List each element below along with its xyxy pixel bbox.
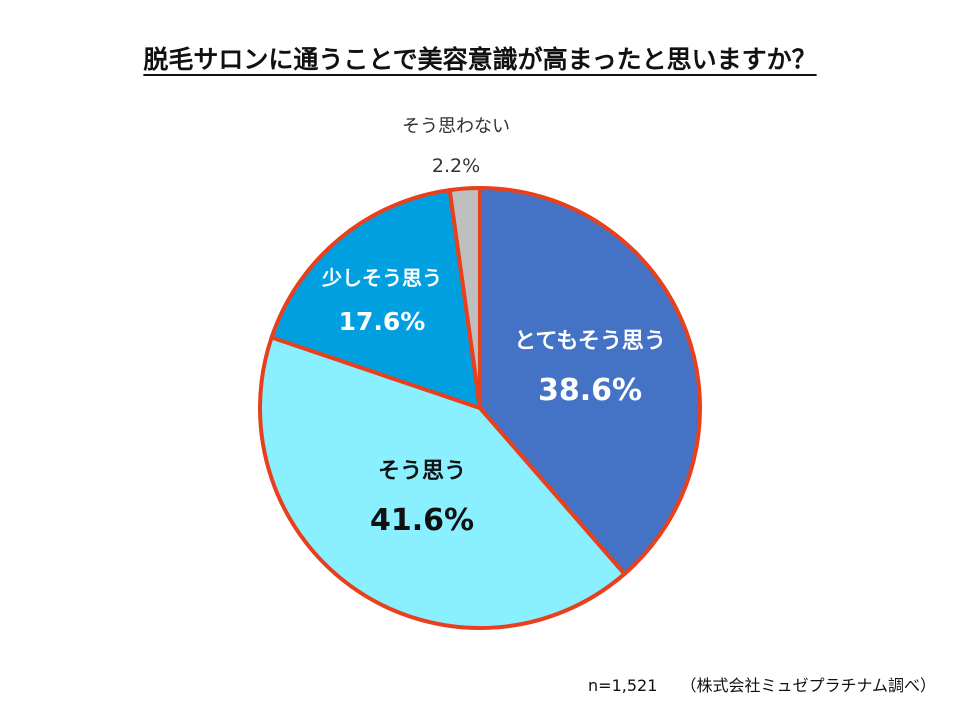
slice-value-1: 38.6% (538, 373, 642, 408)
slice-label-3: 少しそう思う (321, 266, 442, 290)
chart-footer: n=1,521 （株式会社ミュゼプラチナム調べ） (588, 672, 936, 696)
pie-slice-4 (447, 186, 482, 410)
slice-label-2: そう思う (378, 459, 466, 484)
pie-slice-2 (258, 335, 627, 630)
pie-slice-1 (478, 186, 702, 576)
slice-value-2: 41.6% (370, 503, 474, 538)
slice-value-3: 17.6% (339, 307, 426, 336)
sample-size: n=1,521 (588, 676, 658, 695)
slice-label-1: とてもそう思う (514, 329, 666, 354)
pie-slice-3 (269, 188, 482, 410)
chart-title: 脱毛サロンに通うことで美容意識が高まったと思いますか？ (143, 45, 817, 74)
source-note: （株式会社ミュゼプラチナム調べ） (680, 676, 936, 695)
slice-label-4: そう思わない (402, 116, 510, 137)
slice-value-4: 2.2% (432, 155, 480, 177)
